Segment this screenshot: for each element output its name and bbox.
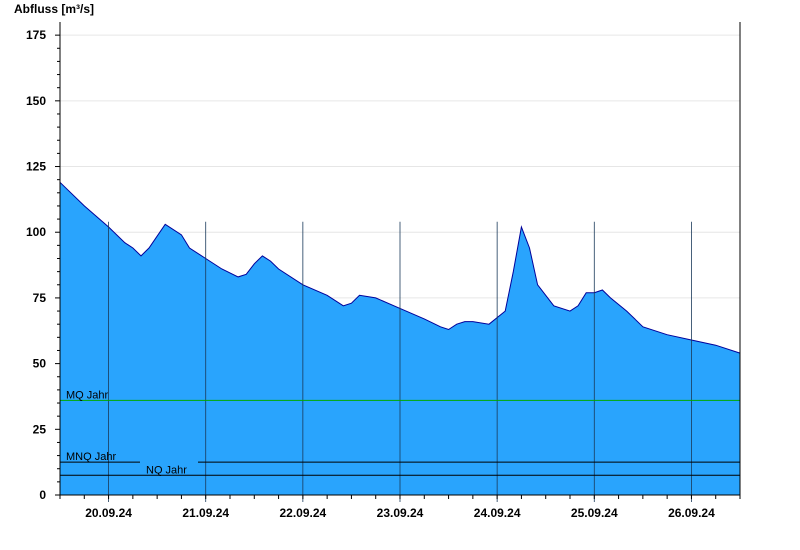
ref-line-label: NQ Jahr — [146, 464, 187, 476]
y-axis-ticks: 0 25 50 75 100 125 150 175 — [26, 28, 60, 502]
y-tick-label: 25 — [33, 422, 47, 436]
x-tick-label: 22.09.24 — [279, 506, 326, 520]
x-tick-label: 20.09.24 — [85, 506, 132, 520]
ref-line-label: MNQ Jahr — [66, 451, 116, 463]
y-tick-label: 50 — [33, 357, 47, 371]
ref-line-label: MQ Jahr — [66, 389, 109, 401]
x-tick-label: 21.09.24 — [182, 506, 229, 520]
y-tick-label: 75 — [33, 291, 47, 305]
y-tick-label: 100 — [26, 225, 46, 239]
day-separator-lines — [108, 221, 692, 502]
x-tick-label: 23.09.24 — [377, 506, 424, 520]
y-axis-label: Abfluss [m³/s] — [14, 2, 94, 16]
reference-lines: MQ Jahr MNQ Jahr NQ Jahr — [60, 389, 740, 476]
x-tick-label: 24.09.24 — [474, 506, 521, 520]
x-tick-label: 26.09.24 — [668, 506, 715, 520]
y-tick-label: 125 — [26, 160, 46, 174]
y-tick-label: 0 — [39, 488, 46, 502]
x-axis-ticks: 20.09.24 21.09.24 22.09.24 23.09.24 24.09.24… — [59, 495, 741, 520]
y-tick-label: 175 — [26, 28, 46, 42]
y-tick-label: 150 — [26, 94, 46, 108]
x-tick-label: 25.09.24 — [571, 506, 618, 520]
